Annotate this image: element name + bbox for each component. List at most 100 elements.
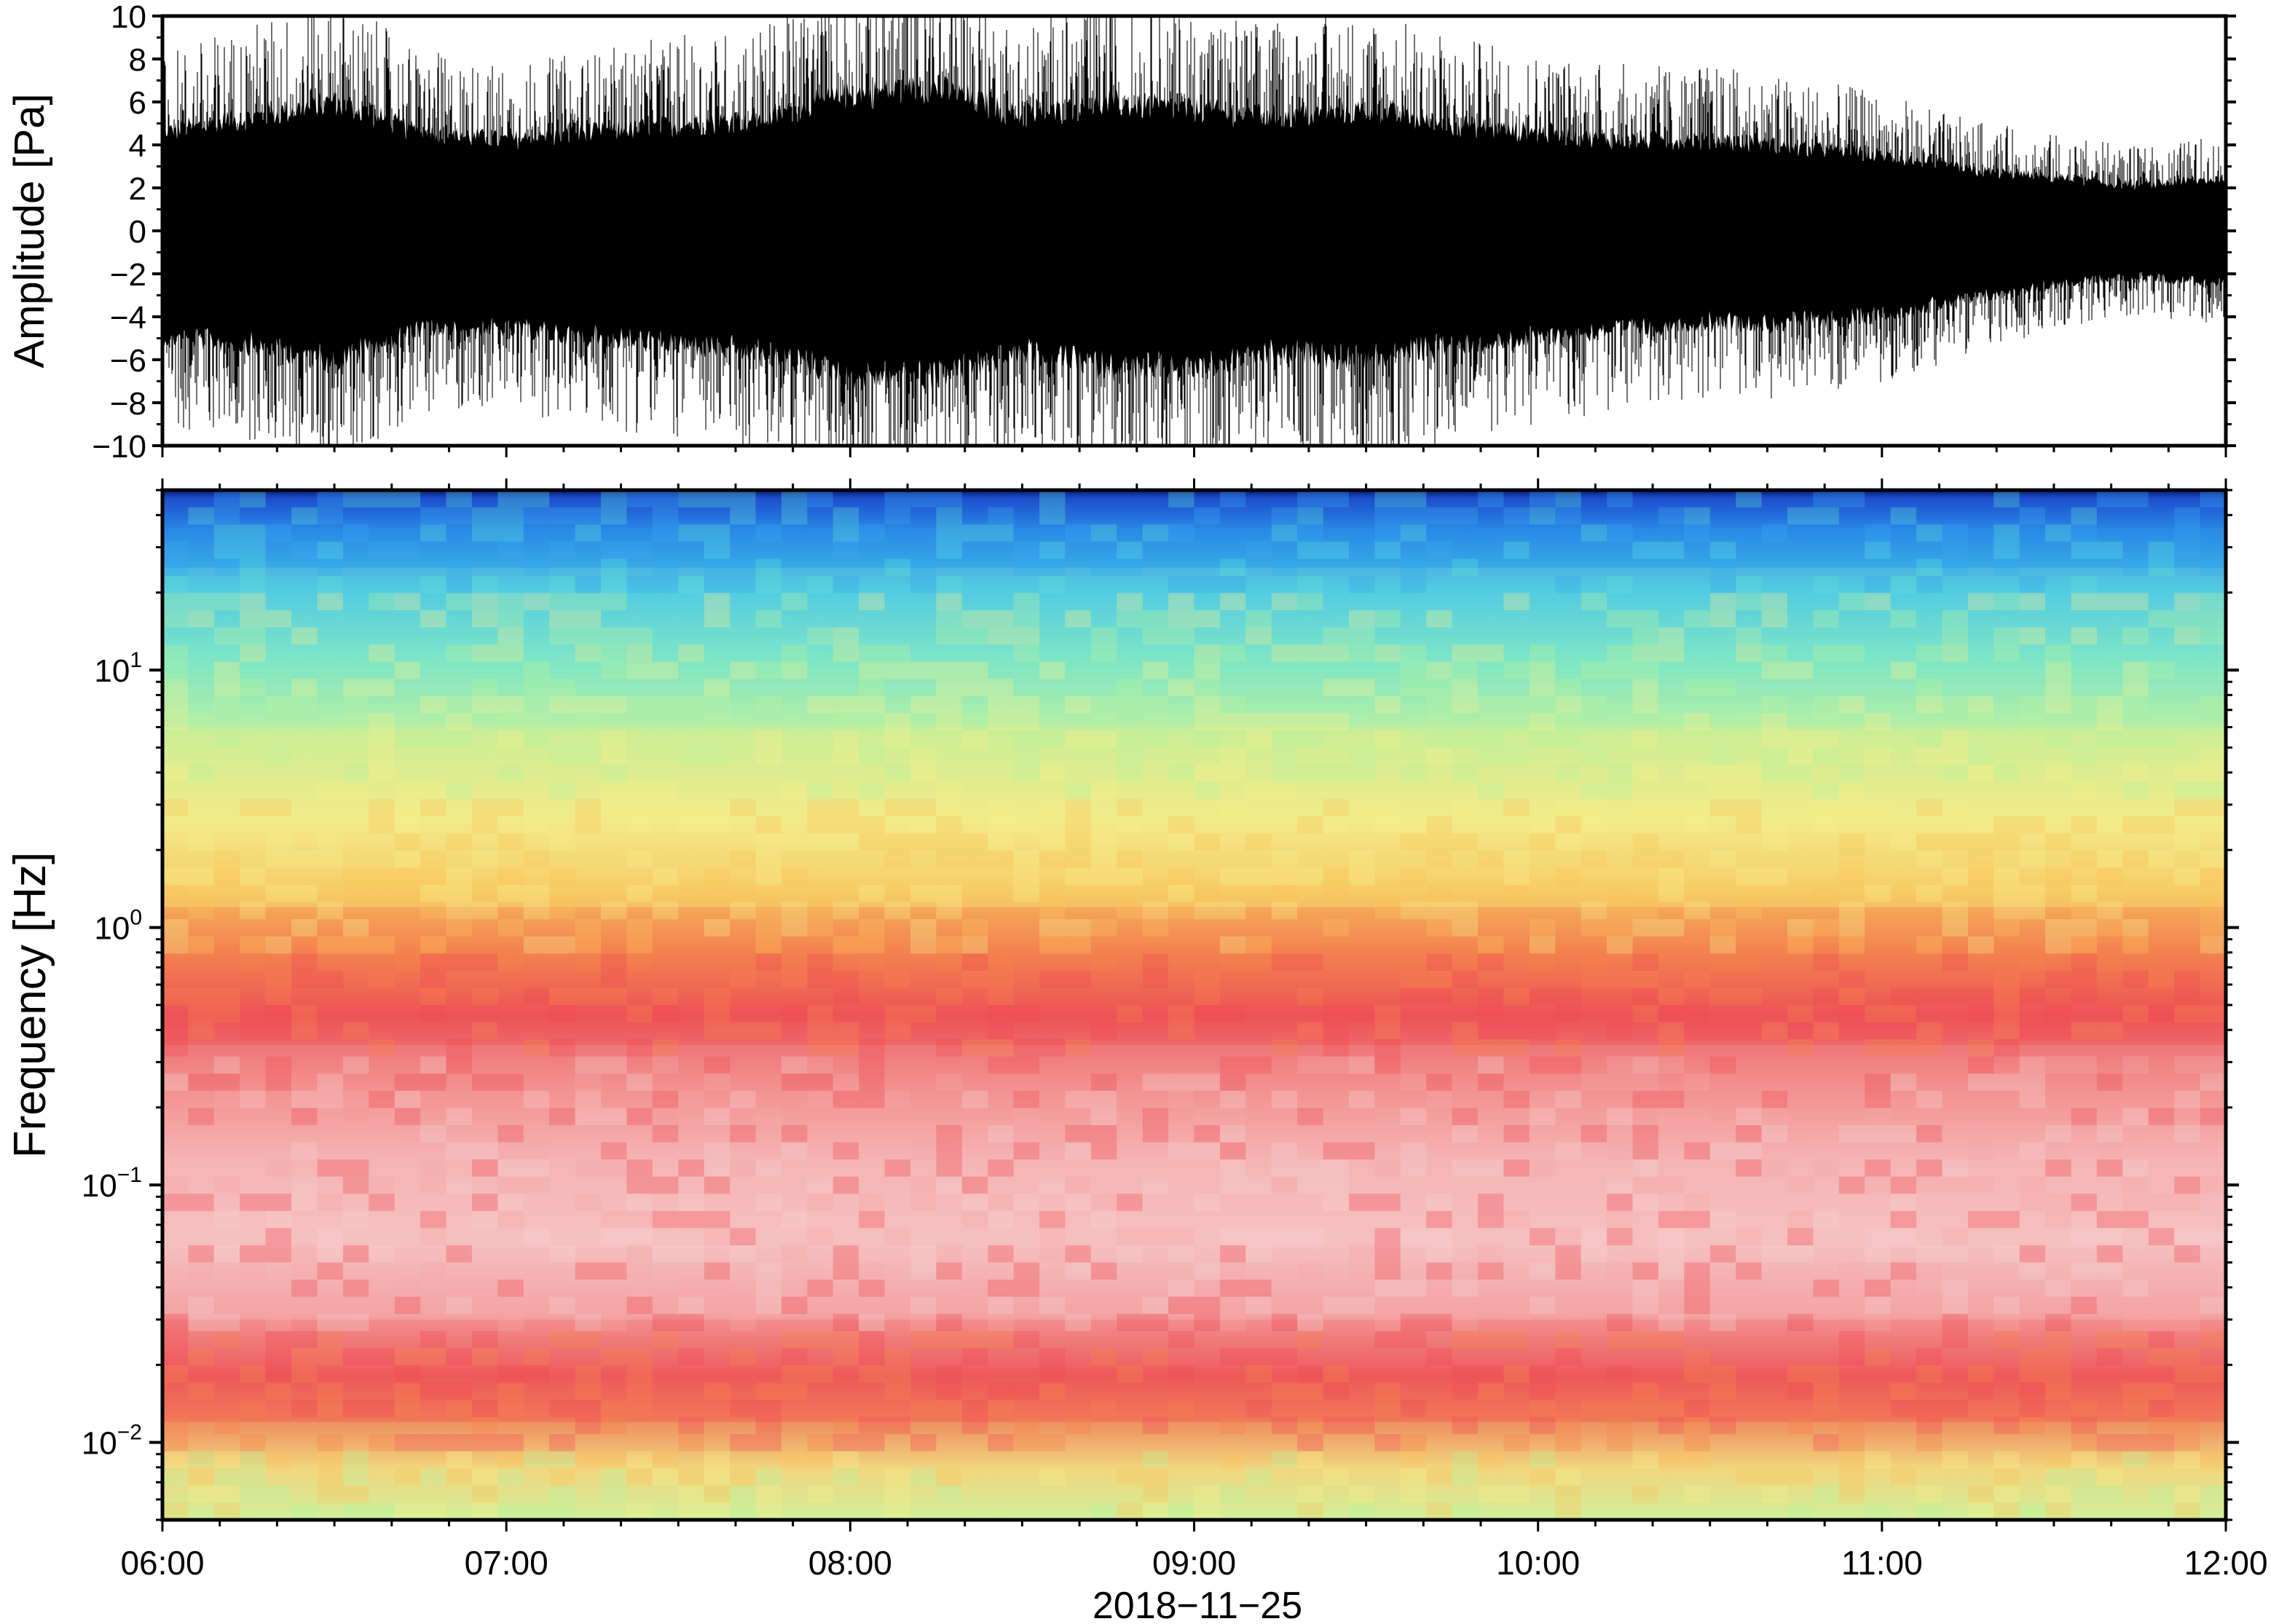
spectrogram-cell: [910, 1142, 937, 1160]
spectrogram-cell: [2019, 627, 2046, 645]
spectrogram-cell: [1168, 816, 1194, 834]
spectrogram-cell: [317, 593, 343, 610]
spectrogram-cell: [755, 1296, 782, 1314]
spectrogram-cell: [1658, 1400, 1685, 1417]
spectrogram-cell: [1478, 1022, 1504, 1040]
spectrogram-cell: [369, 1434, 395, 1451]
spectrogram-cell: [1194, 1262, 1220, 1280]
spectrogram-cell: [2019, 593, 2046, 610]
spectrogram-cell: [446, 953, 472, 971]
spectrogram-cell: [2200, 610, 2226, 628]
spectrogram-cell: [1452, 799, 1478, 816]
spectrogram-cell: [1478, 1210, 1504, 1229]
spectrogram-cell: [188, 988, 214, 1005]
spectrogram-cell: [884, 507, 910, 525]
spectrogram-cell: [265, 524, 291, 542]
spectrogram-cell: [497, 695, 524, 714]
spectrogram-cell: [1865, 575, 1891, 594]
spectrogram-cell: [2148, 1434, 2175, 1451]
spectrogram-cell: [1297, 1056, 1323, 1074]
spectrogram-cell: [936, 833, 962, 851]
spectrogram-cell: [1865, 1502, 1891, 1520]
spectrogram-cell: [575, 816, 601, 834]
spectrogram-cell: [265, 1365, 291, 1383]
spectrogram-cell: [1865, 1314, 1891, 1331]
spectrogram-cell: [1709, 988, 1736, 1005]
spectrogram-cell: [472, 1159, 498, 1177]
spectrogram-cell: [1993, 645, 2020, 662]
spectrogram-cell: [2096, 850, 2123, 868]
spectrogram-cell: [652, 799, 679, 816]
spectrogram-cell: [240, 1365, 266, 1383]
spectrogram-cell: [369, 541, 395, 559]
spectrogram-cell: [1374, 695, 1401, 714]
spectrogram-cell: [1426, 679, 1452, 696]
spectrogram-cell: [2045, 1502, 2071, 1520]
spectrogram-cell: [1607, 970, 1633, 988]
spectrogram-cell: [1142, 919, 1169, 937]
spectrogram-cell: [497, 1159, 524, 1177]
spectrogram-cell: [2071, 541, 2097, 559]
waveform-y-tick-label: 8: [129, 42, 146, 78]
spectrogram-cell: [781, 781, 808, 800]
spectrogram-cell: [1374, 730, 1401, 748]
spectrogram-cell: [626, 627, 653, 645]
spectrogram-cell: [472, 1416, 498, 1435]
spectrogram-cell: [317, 1073, 343, 1091]
spectrogram-cell: [188, 765, 214, 782]
spectrogram-cell: [472, 695, 498, 714]
spectrogram-cell: [910, 490, 937, 508]
spectrogram-cell: [859, 1039, 885, 1057]
spectrogram-cell: [188, 1108, 214, 1125]
spectrogram-cell: [1349, 1502, 1375, 1520]
spectrogram-cell: [2122, 1434, 2149, 1451]
spectrogram-cell: [1297, 575, 1323, 594]
spectrogram-cell: [317, 1434, 343, 1451]
spectrogram-cell: [472, 1348, 498, 1365]
spectrogram-cell: [497, 1210, 524, 1229]
spectrogram-cell: [936, 1262, 962, 1280]
spectrogram-cell: [1838, 645, 1865, 662]
spectrogram-cell: [1709, 559, 1736, 576]
spectrogram-cell: [240, 490, 266, 508]
spectrogram-cell: [1297, 1159, 1323, 1177]
spectrogram-cell: [317, 1331, 343, 1349]
spectrogram-cell: [162, 1416, 189, 1435]
spectrogram-cell: [1942, 1159, 1968, 1177]
spectrogram-cell: [1529, 919, 1556, 937]
spectrogram-cell: [291, 1296, 318, 1314]
spectrogram-cell: [1967, 816, 1994, 834]
spectrogram-cell: [2019, 713, 2046, 730]
spectrogram-cell: [420, 1262, 446, 1280]
spectrogram-cell: [317, 1090, 343, 1108]
spectrogram-cell: [1245, 936, 1272, 954]
spectrogram-cell: [1219, 1073, 1246, 1091]
spectrogram-cell: [2200, 747, 2226, 765]
spectrogram-cell: [936, 1314, 962, 1331]
waveform-y-tick-label: 0: [129, 214, 146, 250]
spectrogram-cell: [342, 885, 369, 902]
spectrogram-cell: [291, 1280, 318, 1297]
spectrogram-cell: [755, 936, 782, 954]
spectrogram-cell: [2122, 661, 2149, 679]
spectrogram-cell: [988, 1400, 1014, 1417]
spectrogram-cell: [1090, 1142, 1117, 1160]
spectrogram-cell: [807, 627, 833, 645]
spectrogram-cell: [1942, 902, 1968, 920]
spectrogram-cell: [1581, 1228, 1607, 1245]
spectrogram-cell: [1967, 713, 1994, 730]
spectrogram-cell: [755, 1400, 782, 1417]
spectrogram-cell: [2071, 1228, 2097, 1245]
spectrogram-cell: [1632, 1331, 1658, 1349]
spectrogram-cell: [1916, 799, 1943, 816]
spectrogram-y-tick-label: 10−1: [82, 1163, 142, 1204]
spectrogram-cell: [2019, 1262, 2046, 1280]
spectrogram-cell: [2096, 713, 2123, 730]
spectrogram-cell: [1529, 1468, 1556, 1486]
spectrogram-cell: [1194, 781, 1220, 800]
spectrogram-cell: [1761, 1468, 1787, 1486]
spectrogram-cell: [910, 919, 937, 937]
spectrogram-cell: [1865, 1125, 1891, 1143]
spectrogram-cell: [1039, 1348, 1066, 1365]
spectrogram-cell: [523, 695, 550, 714]
